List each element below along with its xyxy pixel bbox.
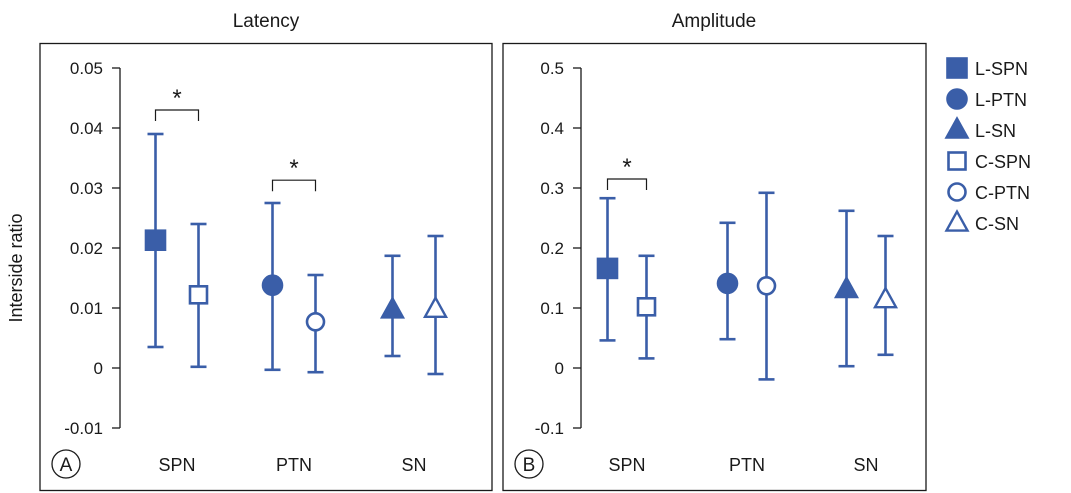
significance-star-a-spn: *	[172, 85, 181, 112]
panel-title-latency: Latency	[233, 11, 300, 32]
legend-marker-l-ptn	[946, 88, 968, 110]
legend-label-c-spn: C-SPN	[975, 152, 1031, 172]
y-tick-label-a: 0	[94, 359, 103, 378]
panel-badge-a-label: A	[60, 455, 73, 476]
y-tick-label-b: -0.1	[535, 419, 564, 438]
y-tick-label-a: 0.05	[70, 59, 103, 78]
category-label-b: SN	[853, 455, 878, 475]
legend-marker-c-ptn	[947, 182, 967, 202]
legend-marker-c-sn	[944, 209, 970, 232]
plot-layer: -0.01 0 0.01 0.02 0.03 0.04 0.05 SPN PTN SN * * -0.1…	[64, 59, 899, 475]
category-label-b: PTN	[729, 455, 765, 475]
legend-label-l-spn: L-SPN	[975, 59, 1028, 79]
legend: L-SPN L-PTN L-SN C-SPN C-PTN C-SN	[944, 57, 1031, 234]
marker-a-c-ptn	[305, 311, 326, 332]
y-tick-label-b: 0	[555, 359, 564, 378]
y-tick-label-a: 0.02	[70, 239, 103, 258]
significance-star-a-ptn: *	[289, 155, 298, 182]
marker-b-l-spn	[596, 257, 619, 280]
panel-frame-a	[39, 42, 493, 492]
marker-a-c-sn	[422, 295, 449, 318]
legend-label-c-sn: C-SN	[975, 214, 1019, 234]
y-tick-label-a: 0.03	[70, 179, 103, 198]
y-tick-label-b: 0.3	[540, 179, 564, 198]
significance-star-b-spn: *	[622, 154, 631, 181]
panel-title-amplitude: Amplitude	[672, 11, 757, 32]
category-label-a: SN	[401, 455, 426, 475]
marker-b-c-sn	[872, 285, 899, 309]
marker-a-l-ptn	[261, 274, 284, 297]
panel-frame-b	[502, 42, 927, 492]
y-tick-label-a: 0.01	[70, 299, 103, 318]
legend-marker-c-spn	[947, 151, 967, 171]
panel-badge-b-label: B	[523, 455, 536, 476]
category-label-b: SPN	[608, 455, 645, 475]
legend-label-c-ptn: C-PTN	[975, 183, 1030, 203]
legend-label-l-ptn: L-PTN	[975, 90, 1027, 110]
panel-badge-a	[51, 449, 81, 479]
legend-label-l-sn: L-SN	[975, 121, 1016, 141]
marker-a-c-spn	[188, 284, 209, 305]
y-tick-label-b: 0.5	[540, 59, 564, 78]
significance-bracket-b-spn	[606, 178, 648, 190]
marker-a-l-spn	[144, 229, 167, 251]
marker-b-l-ptn	[716, 272, 739, 295]
marker-b-c-spn	[636, 296, 657, 317]
y-tick-label-a: -0.01	[64, 419, 103, 438]
legend-marker-l-spn	[946, 57, 968, 79]
category-label-a: PTN	[276, 455, 312, 475]
significance-bracket-a-ptn	[271, 179, 317, 192]
marker-b-l-sn	[833, 275, 860, 299]
y-tick-label-b: 0.1	[540, 299, 564, 318]
y-axis-label: Interside ratio	[6, 213, 26, 322]
marker-b-c-ptn	[756, 275, 777, 296]
category-label-a: SPN	[158, 455, 195, 475]
marker-a-l-sn	[379, 295, 406, 319]
legend-marker-l-sn	[944, 116, 970, 139]
panel-badge-b	[514, 449, 544, 479]
y-tick-label-b: 0.2	[540, 239, 564, 258]
y-tick-label-b: 0.4	[540, 119, 564, 138]
significance-bracket-a-spn	[154, 109, 200, 121]
y-tick-label-a: 0.04	[70, 119, 103, 138]
